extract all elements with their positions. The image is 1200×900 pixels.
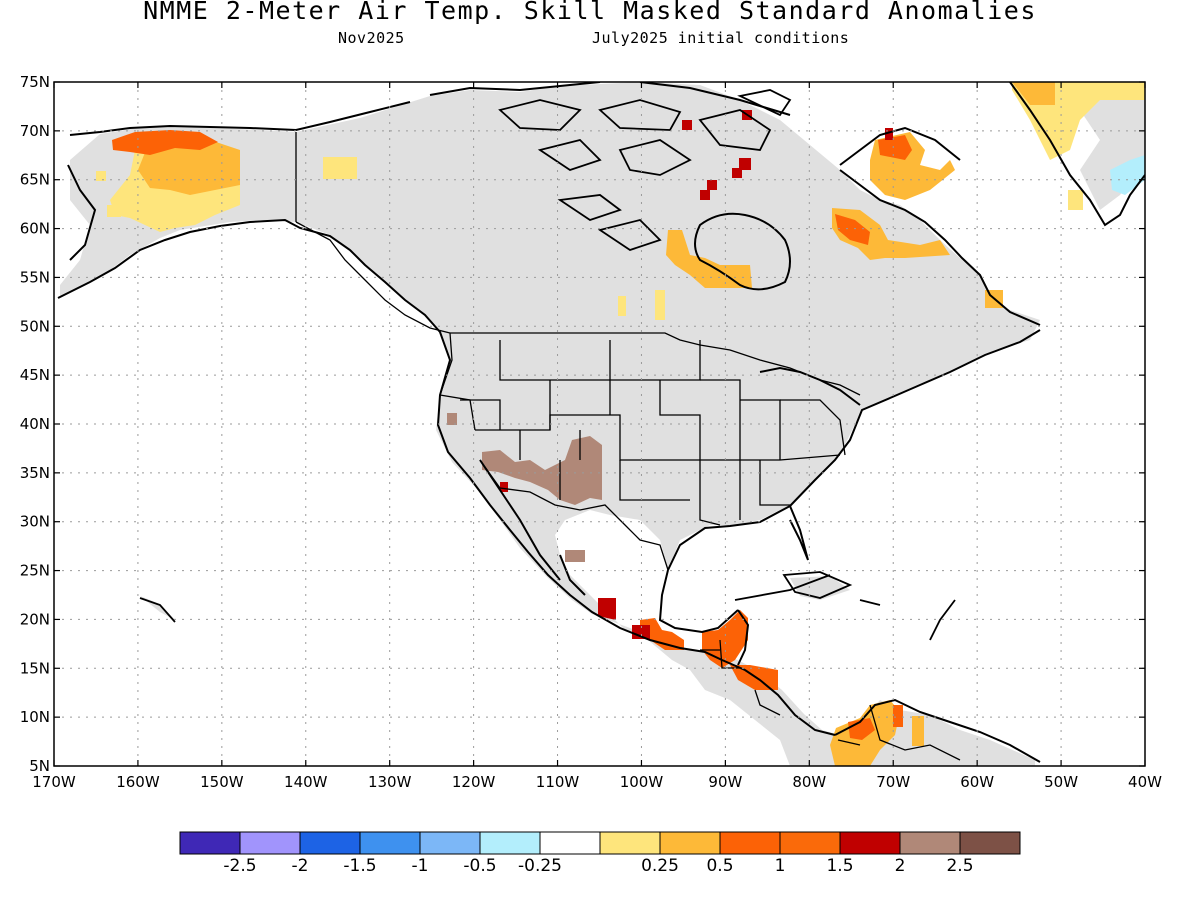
lat-label: 40N <box>20 415 50 433</box>
colorbar-swatch <box>539 831 601 855</box>
islands <box>139 89 956 641</box>
colorbar-swatch <box>299 831 361 855</box>
lat-label: 35N <box>20 464 50 482</box>
colorbar-swatch <box>599 831 661 855</box>
colorbar-swatch <box>479 831 541 855</box>
lon-label: 150W <box>200 773 244 791</box>
initial-conditions-label: July2025 initial conditions <box>592 29 850 47</box>
lat-label: 45N <box>20 366 50 384</box>
colorbar-label: -0.25 <box>518 856 562 876</box>
lat-label: 65N <box>20 171 50 189</box>
colorbar-label: 2 <box>894 856 906 876</box>
colorbar-swatch <box>959 831 1021 855</box>
colorbar-swatch <box>719 831 781 855</box>
lon-label: 110W <box>536 773 580 791</box>
lon-label: 170W <box>32 773 76 791</box>
lat-label: 75N <box>20 73 50 91</box>
lon-label: 130W <box>368 773 412 791</box>
axis-ticks <box>53 81 1146 767</box>
coastlines <box>57 82 1145 763</box>
colorbar-label: -2.5 <box>223 856 257 876</box>
colorbar-swatch <box>899 831 961 855</box>
lon-label: 60W <box>960 773 994 791</box>
target-month-label: Nov2025 <box>338 29 405 47</box>
colorbar-swatch <box>179 831 241 855</box>
colorbar-swatch <box>839 831 901 855</box>
lon-label: 120W <box>452 773 496 791</box>
colorbar-label: -1.5 <box>343 856 377 876</box>
colorbar <box>179 831 1021 855</box>
borders <box>295 132 961 761</box>
chart-title: NMME 2-Meter Air Temp. Skill Masked Stan… <box>143 0 1037 25</box>
lon-label: 140W <box>284 773 328 791</box>
colorbar-label: 2.5 <box>946 856 974 876</box>
lat-label: 30N <box>20 513 50 531</box>
colorbar-swatch <box>359 831 421 855</box>
lon-label: 40W <box>1128 773 1162 791</box>
colorbar-label: 0.25 <box>641 856 679 876</box>
lon-label: 80W <box>792 773 826 791</box>
lat-label: 20N <box>20 610 50 628</box>
latitude-labels: 75N 70N 65N 60N 55N 50N 45N 40N 35N 30N 25N 20N 15N 1… <box>20 73 50 775</box>
colorbar-swatch <box>779 831 841 855</box>
colorbar-swatch <box>659 831 721 855</box>
colorbar-swatch <box>419 831 481 855</box>
lon-label: 90W <box>708 773 742 791</box>
lat-label: 50N <box>20 317 50 335</box>
lat-label: 55N <box>20 268 50 286</box>
colorbar-label: 0.5 <box>706 856 734 876</box>
lon-label: 100W <box>620 773 664 791</box>
colorbar-label: 1.5 <box>826 856 854 876</box>
colorbar-label: -2 <box>291 856 309 876</box>
lat-label: 15N <box>20 659 50 677</box>
colorbar-label: -0.5 <box>463 856 497 876</box>
lat-label: 70N <box>20 122 50 140</box>
lon-label: 50W <box>1044 773 1078 791</box>
lat-label: 5N <box>29 757 50 775</box>
longitude-labels: 170W 160W 150W 140W 130W 120W 110W 100W 90W 80W 70… <box>32 773 1162 791</box>
lat-label: 25N <box>20 562 50 580</box>
graticule <box>54 82 1145 766</box>
lat-label: 60N <box>20 220 50 238</box>
lon-label: 160W <box>116 773 160 791</box>
colorbar-swatch <box>239 831 301 855</box>
colorbar-label: -1 <box>411 856 429 876</box>
lon-label: 70W <box>876 773 910 791</box>
colorbar-label: 1 <box>774 856 786 876</box>
lat-label: 10N <box>20 708 50 726</box>
